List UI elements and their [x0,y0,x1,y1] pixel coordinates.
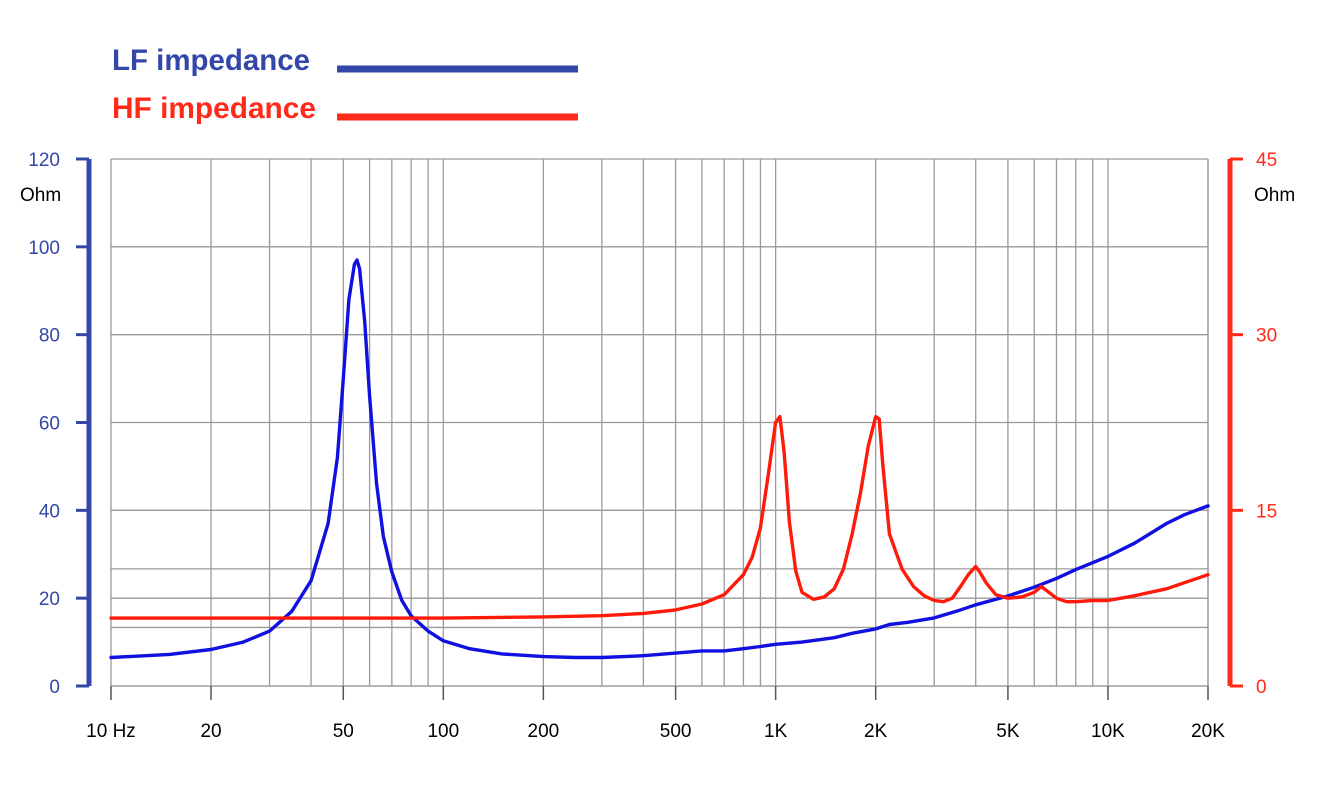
left-axis-unit: Ohm [20,185,61,206]
x-axis-tick-label: 100 [427,721,459,742]
left-axis-tick-label: 60 [39,414,60,435]
x-axis-tick-label: 10 Hz [86,721,136,742]
left-axis-tick-label: 0 [49,677,60,698]
left-axis-tick-label: 20 [39,589,60,610]
left-axis-tick-label: 40 [39,501,60,522]
x-axis-tick-label: 500 [660,721,692,742]
x-axis-tick-label: 10K [1091,721,1125,742]
x-axis-tick-label: 1K [764,721,788,742]
lf-impedance-line [109,258,1210,660]
legend: LF impedance HF impedance [112,44,578,125]
hf-impedance-line [109,414,1210,620]
left-axis-tick-label: 120 [28,150,60,171]
legend-label-hf: HF impedance [112,92,316,125]
right-axis-tick-label: 0 [1256,677,1267,698]
x-axis-tick-label: 200 [528,721,560,742]
series [109,258,1210,660]
right-axis-tick-label: 30 [1256,326,1277,347]
right-axis-tick-label: 15 [1256,501,1277,522]
left-axis-tick-label: 100 [28,238,60,259]
x-axis-tick-label: 5K [996,721,1020,742]
x-axis-tick-label: 2K [864,721,888,742]
axes: 0 20 40 60 80 100 120 0 15 30 45 10 Hz 20 50 100 200 500… [28,150,1277,742]
x-axis-tick-label: 20 [200,721,221,742]
right-axis-unit: Ohm [1254,185,1295,206]
grid [110,158,1209,687]
x-axis-tick-label: 50 [333,721,354,742]
right-axis-tick-label: 45 [1256,150,1277,171]
left-axis-tick-label: 80 [39,326,60,347]
x-axis-tick-label: 20K [1191,721,1225,742]
legend-label-lf: LF impedance [112,44,310,77]
